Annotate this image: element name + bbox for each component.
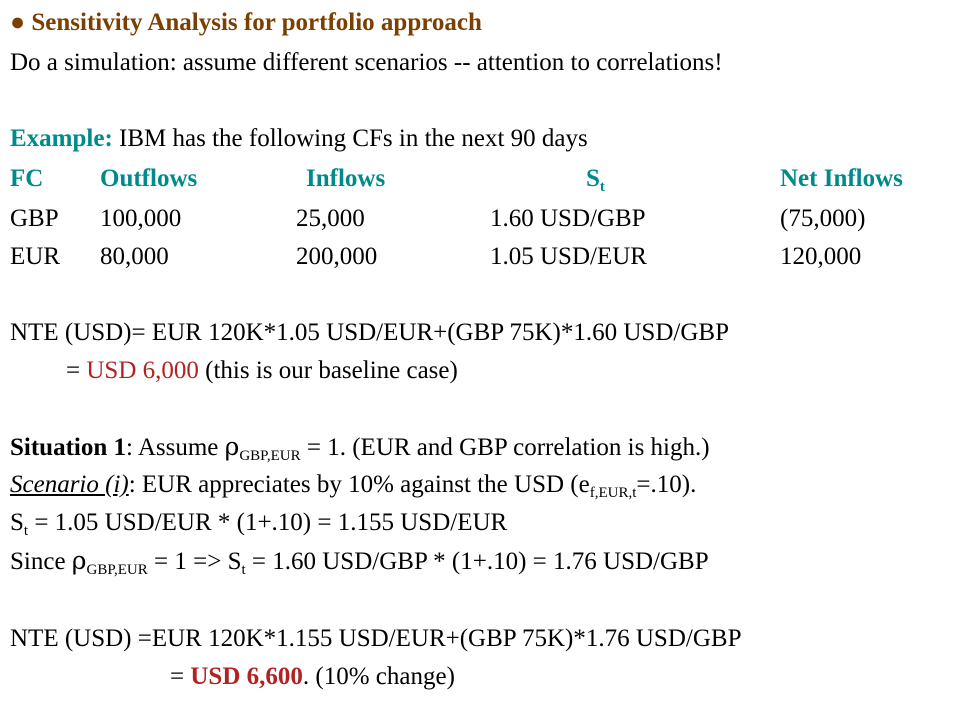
row-net: 120,000 xyxy=(780,243,862,270)
scenario-label: Scenario (i) xyxy=(10,471,129,498)
st-eur-s: S xyxy=(10,509,24,536)
nte-scenario-formula: NTE (USD) =EUR 120K*1.155 USD/EUR+(GBP 7… xyxy=(10,625,742,652)
row-st: 1.60 USD/GBP xyxy=(490,205,646,232)
row-inflows: 200,000 xyxy=(296,243,378,270)
rho-symbol: ρ xyxy=(71,546,87,575)
row-net: (75,000) xyxy=(780,205,866,232)
row-st: 1.05 USD/EUR xyxy=(490,243,647,270)
scenario-subscript: f,EUR,t xyxy=(589,485,637,501)
nte-scenario-value: USD 6,600 xyxy=(190,663,303,690)
row-inflows: 25,000 xyxy=(296,205,365,232)
nte-scenario-eq: = xyxy=(170,663,191,690)
example-label: Example: xyxy=(10,125,113,152)
situation-label: Situation 1 xyxy=(10,434,127,461)
situation-text1: : Assume xyxy=(126,434,225,461)
row-fc: GBP xyxy=(10,205,59,232)
nte-scenario-result: = USD 6,600. (10% change) xyxy=(170,662,455,692)
scenario-text1: : EUR appreciates by 10% against the USD… xyxy=(128,471,590,498)
nte-baseline-formula: NTE (USD)= EUR 120K*1.05 USD/EUR+(GBP 75… xyxy=(10,319,729,346)
example-text: IBM has the following CFs in the next 90… xyxy=(112,125,588,152)
nte-baseline-note: (this is our baseline case) xyxy=(198,357,458,384)
header-fc: FC xyxy=(10,165,44,192)
example-line: Example: IBM has the following CFs in th… xyxy=(10,124,588,154)
header-inflows: Inflows xyxy=(306,165,386,192)
row-outflows: 100,000 xyxy=(100,205,182,232)
since-line: Since ρGBP,EUR = 1 => St = 1.60 USD/GBP … xyxy=(10,546,709,578)
header-st: St xyxy=(586,164,605,195)
situation-text2: = 1. (EUR and GBP correlation is high.) xyxy=(300,434,710,461)
st-eur-sub: t xyxy=(23,523,29,539)
nte-scenario-note: . (10% change) xyxy=(302,663,455,690)
header-net: Net Inflows xyxy=(780,165,903,192)
header-st-sub: t xyxy=(599,179,605,195)
title-text: Sensitivity Analysis for portfolio appro… xyxy=(31,9,482,36)
scenario-text2: =.10). xyxy=(636,471,697,498)
rho-subscript: GBP,EUR xyxy=(86,562,148,578)
intro-text: Do a simulation: assume different scenar… xyxy=(10,49,723,76)
situation-line: Situation 1: Assume ρGBP,EUR = 1. (EUR a… xyxy=(10,432,710,464)
header-outflows: Outflows xyxy=(100,165,198,192)
rho-symbol: ρ xyxy=(224,432,240,461)
since-text2: = 1 => S xyxy=(147,548,242,575)
scenario-line: Scenario (i): EUR appreciates by 10% aga… xyxy=(10,470,697,501)
bullet-icon: ● xyxy=(10,9,26,36)
since-text3: = 1.60 USD/GBP * (1+.10) = 1.76 USD/GBP xyxy=(245,548,709,575)
since-text1: Since xyxy=(10,548,72,575)
header-st-main: S xyxy=(586,165,600,192)
nte-baseline-value: USD 6,000 xyxy=(86,357,199,384)
slide-title: ● Sensitivity Analysis for portfolio app… xyxy=(10,8,482,38)
st-eur-text: = 1.05 USD/EUR * (1+.10) = 1.155 USD/EUR xyxy=(28,509,508,536)
row-outflows: 80,000 xyxy=(100,243,169,270)
row-fc: EUR xyxy=(10,243,60,270)
rho-subscript: GBP,EUR xyxy=(239,448,301,464)
st-eur-line: St = 1.05 USD/EUR * (1+.10) = 1.155 USD/… xyxy=(10,508,508,539)
nte-baseline-eq: = xyxy=(66,357,87,384)
since-sub: t xyxy=(241,562,246,578)
nte-baseline-result: = USD 6,000 (this is our baseline case) xyxy=(66,356,458,386)
